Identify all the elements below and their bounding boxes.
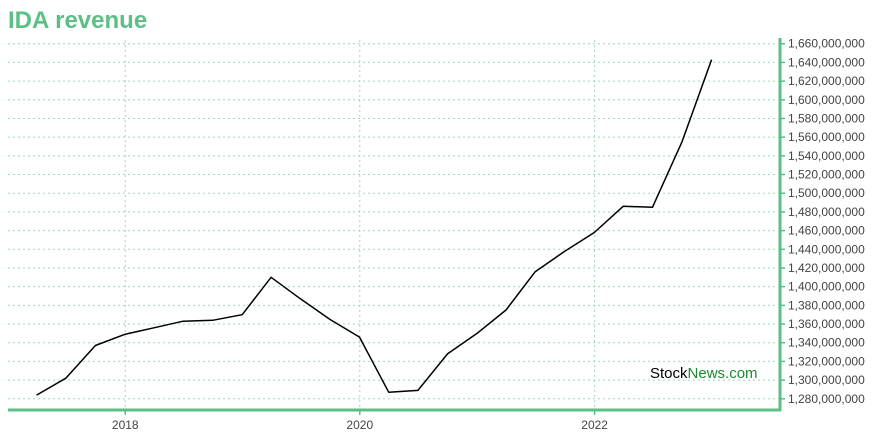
x-tick-label: 2018 [112,418,139,432]
y-tick-label: 1,600,000,000 [788,93,865,107]
y-tick-label: 1,640,000,000 [788,55,865,69]
watermark-news: News.com [687,365,758,382]
y-tick-label: 1,380,000,000 [788,298,865,312]
watermark: StockNews.com [650,365,758,382]
y-tick-label: 1,540,000,000 [788,149,865,163]
y-tick-label: 1,500,000,000 [788,186,865,200]
watermark-stock: Stock [650,365,688,382]
y-tick-label: 1,280,000,000 [788,392,865,406]
y-tick-label: 1,440,000,000 [788,242,865,256]
y-tick-label: 1,360,000,000 [788,317,865,331]
y-tick-label: 1,580,000,000 [788,111,865,125]
tick-labels: 1,280,000,000 1,300,000,000 1,320,000,000 1… [112,37,865,432]
y-tick-label: 1,420,000,000 [788,261,865,275]
chart-title: IDA revenue [8,7,148,34]
y-tick-label: 1,400,000,000 [788,280,865,294]
y-tick-label: 1,520,000,000 [788,168,865,182]
y-tick-label: 1,660,000,000 [788,37,865,51]
y-tick-label: 1,320,000,000 [788,354,865,368]
grid [8,40,780,410]
x-tick-label: 2022 [581,418,608,432]
y-tick-label: 1,560,000,000 [788,130,865,144]
axes [8,38,785,415]
series [36,59,713,396]
revenue-line [36,59,713,396]
y-tick-label: 1,340,000,000 [788,336,865,350]
y-tick-label: 1,620,000,000 [788,74,865,88]
y-tick-label: 1,300,000,000 [788,373,865,387]
y-tick-label: 1,460,000,000 [788,224,865,238]
y-tick-label: 1,480,000,000 [788,205,865,219]
x-tick-label: 2020 [346,418,373,432]
